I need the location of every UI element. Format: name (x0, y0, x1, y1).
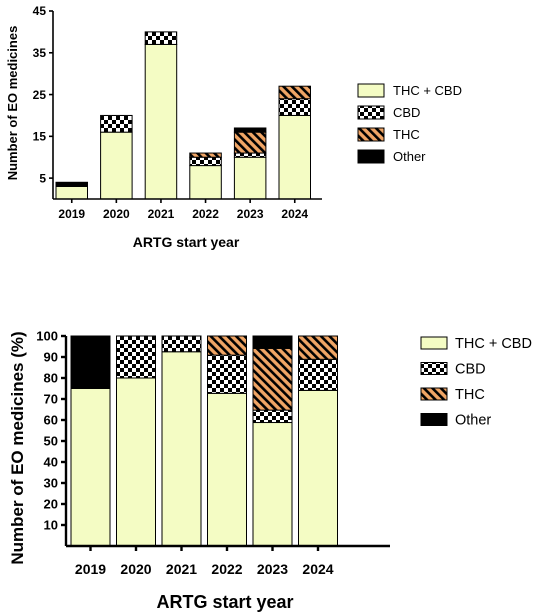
chart-counts-x-tick-label-2021: 2021 (148, 207, 175, 221)
chart-percent-legend-swatch-thc-cbd (420, 336, 448, 350)
chart-counts-bar-2023-other (233, 127, 267, 133)
chart-counts-bar-2024-cbd (278, 98, 311, 116)
chart-counts-bars (55, 31, 311, 200)
chart-percent-bar-2019-thc-cbd (70, 388, 111, 547)
chart-percent-legend-label-other: Other (455, 413, 491, 429)
chart-counts-bar-2020-thc-cbd (100, 131, 133, 200)
chart-percent-bar-2022-cbd (207, 354, 247, 394)
chart-percent-legend-swatch-thc (420, 387, 448, 401)
chart-counts-legend-label-thc: THC (393, 127, 420, 142)
chart-counts-bar-2022-thc (189, 152, 222, 158)
chart-percent-y-tick-label: 90 (44, 350, 58, 365)
chart-counts-x-axis-label: ARTG start year (133, 234, 240, 250)
chart-counts-x-tick-label-2024: 2024 (281, 207, 308, 221)
chart-percent-y-tick-label: 70 (44, 392, 58, 407)
chart-counts-bar-2021-thc-cbd (144, 43, 178, 200)
chart-counts-bar-2023-thc (233, 131, 267, 154)
chart-counts-y-tick-labels: 5 15 25 35 45 (33, 4, 47, 185)
chart-percent-x-tick-label-2021: 2021 (166, 561, 197, 577)
chart-counts-y-axis-label: Number of EO medicines (5, 26, 20, 181)
chart-percent-bar-2022-thc-cbd (207, 392, 247, 547)
chart-percent-y-tick-label: 60 (44, 413, 58, 428)
chart-counts-legend-swatch-thc-cbd (357, 83, 385, 98)
chart-percent-bar-2023-thc-cbd (252, 422, 293, 547)
chart-percent-bar-2019-other (70, 335, 111, 389)
chart-counts-x-tick-label-2023: 2023 (237, 207, 264, 221)
chart-percent-x-tick-label-2022: 2022 (211, 561, 242, 577)
chart-percent-x-tick-label-2019: 2019 (75, 561, 106, 577)
chart-counts-bar-2020-cbd (100, 114, 133, 133)
chart-counts-legend: THC + CBD CBD THC Other (357, 83, 462, 164)
chart-percent-bar-2024-cbd (298, 358, 338, 391)
chart-percent-y-tick-label: 20 (44, 497, 58, 512)
chart-percent-legend-swatch-cbd (420, 362, 448, 375)
chart-percent-x-tick-label-2020: 2020 (120, 561, 151, 577)
chart-counts-x-tick-labels: 2019 2020 2021 2022 2023 2024 (58, 207, 308, 221)
chart-percent-bar-2023-cbd (252, 409, 293, 424)
chart-counts-x-tick-label-2020: 2020 (103, 207, 130, 221)
chart-percent-bar-2020-thc-cbd (116, 377, 156, 547)
chart-counts-bar-2023-cbd (233, 152, 267, 158)
chart-percent-bars (70, 335, 338, 547)
chart-percent-bar-2024-thc (298, 335, 338, 360)
chart-counts-bar-2024-thc-cbd (278, 114, 311, 200)
chart-percent-bar-2021-thc-cbd (161, 351, 202, 547)
chart-percent-legend-label-thc: THC (455, 387, 485, 403)
chart-percent-x-tick-label-2023: 2023 (257, 561, 288, 577)
chart-counts-bar-2022-thc-cbd (189, 165, 222, 200)
chart-counts-legend-label-cbd: CBD (393, 105, 420, 120)
chart-counts-bar-2022-cbd (189, 156, 222, 167)
chart-percent-bar-2023-other (252, 335, 293, 349)
chart-percent-legend: THC + CBD CBD THC Other (420, 336, 532, 429)
chart-counts-y-tick-label: 5 (39, 171, 46, 185)
chart-counts-y-tick-label: 45 (33, 4, 47, 18)
chart-percent-legend-label-thc-cbd: THC + CBD (455, 336, 532, 352)
chart-counts-bar-2021-cbd (144, 31, 178, 45)
chart-percent-y-axis-label: Number of EO medicines (%) (8, 331, 27, 564)
chart-counts-legend-label-thc-cbd: THC + CBD (393, 83, 462, 98)
chart-counts-legend-swatch-other (357, 149, 385, 164)
chart-percent-x-tick-label-2024: 2024 (302, 561, 333, 577)
chart-percent-y-tick-label: 40 (44, 455, 58, 470)
chart-counts-x-tick-label-2022: 2022 (192, 207, 219, 221)
chart-percent-y-tick-label: 80 (44, 371, 58, 386)
chart-counts-legend-label-other: Other (393, 149, 426, 164)
chart-counts-bar-2019-thc-cbd (55, 185, 88, 200)
chart-percent-y-tick-label: 100 (36, 329, 58, 344)
chart-counts-bar-2023-thc-cbd (233, 156, 267, 200)
chart-percent-x-tick-labels: 2019 2020 2021 2022 2023 2024 (75, 561, 334, 577)
chart-percent-x-axis-label: ARTG start year (156, 592, 293, 612)
chart-counts-y-tick-label: 35 (33, 46, 47, 60)
chart-counts-legend-swatch-cbd (357, 105, 385, 120)
chart-percent-bar-2022-thc (207, 335, 247, 356)
chart-percent-bar-2024-thc-cbd (298, 389, 338, 547)
chart-percent-bar-2023-thc (252, 347, 293, 411)
chart-percent-bar-2021-cbd (161, 335, 202, 353)
chart-counts-bar-2024-thc (278, 85, 311, 100)
chart-percent-axes (61, 334, 390, 551)
chart-percent-y-tick-label: 10 (44, 518, 58, 533)
chart-counts-y-tick-label: 25 (33, 88, 47, 102)
chart-counts: 5 15 25 35 45 2019 2020 2021 2022 2023 2024 ARTG … (5, 4, 462, 250)
chart-percent-legend-label-cbd: CBD (455, 362, 486, 378)
chart-percent-y-tick-label: 50 (44, 434, 58, 449)
chart-counts-axes (49, 10, 322, 203)
chart-counts-bar-2019-other (55, 181, 88, 187)
chart-counts-y-tick-label: 15 (33, 130, 47, 144)
chart-percent-y-tick-labels: 10 20 30 40 50 60 70 80 90 100 (36, 329, 58, 533)
chart-counts-legend-swatch-thc (357, 127, 385, 142)
chart-percent-legend-swatch-other (420, 413, 448, 426)
chart-percent-y-tick-label: 30 (44, 476, 58, 491)
chart-percent-bar-2020-cbd (116, 335, 156, 379)
chart-counts-x-tick-label-2019: 2019 (58, 207, 85, 221)
